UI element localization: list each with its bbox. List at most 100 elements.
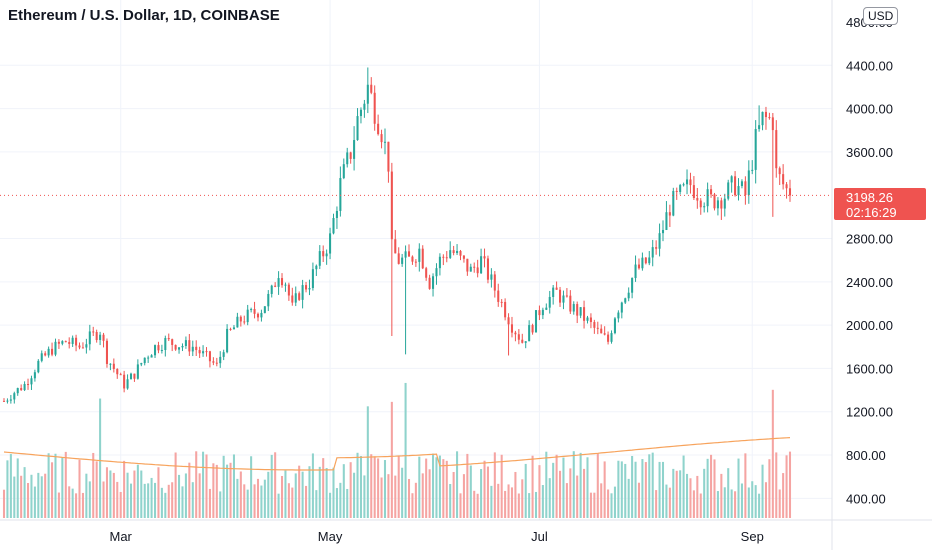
y-tick-label: 800.00 <box>846 448 886 463</box>
candle-body <box>445 257 448 259</box>
candle-body <box>243 321 246 323</box>
volume-bar <box>88 481 91 518</box>
volume-bar <box>411 493 414 518</box>
volume-bar <box>236 478 239 518</box>
volume-bar <box>363 475 366 518</box>
candle-body <box>679 185 682 192</box>
candle-body <box>191 346 194 352</box>
candle-body <box>788 188 792 196</box>
volume-bar <box>71 488 74 518</box>
candle-body <box>603 333 606 335</box>
candle-body <box>178 347 181 350</box>
candle-body <box>356 116 359 141</box>
volume-ma-line <box>3 437 791 471</box>
volume-bar <box>445 460 448 518</box>
volume-bar <box>699 493 702 518</box>
volume-bar <box>617 460 620 518</box>
volume-bar <box>610 493 613 518</box>
volume-bar <box>442 459 445 518</box>
volume-bar <box>37 472 40 518</box>
candle-body <box>219 356 222 364</box>
candle-body <box>37 360 40 373</box>
volume-bar <box>407 478 411 518</box>
volume-bar <box>462 474 465 518</box>
currency-button[interactable]: USD <box>863 7 899 25</box>
volume-bar <box>61 458 64 518</box>
candle-body <box>524 341 527 343</box>
volume-bar <box>624 463 627 518</box>
volume-bar <box>205 454 208 518</box>
volume-bar <box>260 485 263 518</box>
candle-body <box>425 268 428 278</box>
candle-body <box>579 307 582 316</box>
volume-bar <box>497 483 500 518</box>
candle-body <box>778 168 781 175</box>
volume-bar <box>140 470 143 518</box>
volume-bar <box>181 486 184 518</box>
volume-bar <box>428 469 431 518</box>
volume-bar <box>2 489 6 518</box>
candle-body <box>363 103 366 110</box>
volume-bar <box>559 470 562 518</box>
volume-bar <box>679 470 682 518</box>
candle-body <box>596 327 599 329</box>
volume-bar <box>68 486 71 518</box>
x-tick-label: Jul <box>531 529 548 544</box>
candle-body <box>703 206 706 208</box>
volume-bar <box>593 492 596 518</box>
candle-body <box>655 247 658 249</box>
candle-body <box>195 346 198 351</box>
candle-body <box>311 269 314 289</box>
y-tick-label: 3600.00 <box>846 145 893 160</box>
volume-bar <box>737 458 740 518</box>
candle-body <box>339 178 342 211</box>
candle-body <box>16 388 19 394</box>
candle-body <box>493 274 496 291</box>
candle-body <box>394 239 397 254</box>
candle-body <box>30 378 33 385</box>
candle-body <box>370 84 373 93</box>
volume-bar <box>486 466 489 518</box>
chart-title: Ethereum / U.S. Dollar, 1D, COINBASE <box>8 7 280 24</box>
candle-body <box>727 182 730 199</box>
candle-body <box>160 350 163 352</box>
candle-body <box>208 351 211 362</box>
candle-body <box>514 332 517 335</box>
volume-bar <box>40 476 43 518</box>
candle-body <box>353 140 356 159</box>
candle-body <box>572 304 575 312</box>
volume-bar <box>123 460 126 518</box>
volume-bar <box>23 467 26 518</box>
volume-bar <box>346 488 349 518</box>
candle-body <box>380 134 383 143</box>
candle-body <box>404 251 407 258</box>
volume-bar <box>294 473 297 518</box>
candle-body <box>545 307 548 310</box>
candle-body <box>51 348 54 355</box>
candle-body <box>99 334 102 341</box>
candle-body <box>589 317 592 323</box>
candle-body <box>109 363 112 365</box>
candle-body <box>318 251 321 266</box>
volume-bar <box>641 459 644 518</box>
y-tick-label: 2000.00 <box>846 318 893 333</box>
candle-body <box>562 295 565 303</box>
volume-bar <box>116 481 119 518</box>
volume-bar <box>81 492 84 518</box>
volume-bar <box>751 481 754 518</box>
candle-body <box>459 250 462 256</box>
volume-bar <box>171 482 174 518</box>
candle-body <box>497 290 500 302</box>
candle-body <box>538 310 541 316</box>
volume-bar <box>534 491 538 518</box>
volume-bar <box>668 487 671 518</box>
candle-body <box>507 317 510 325</box>
volume-bar <box>54 453 57 518</box>
volume-bar <box>202 451 205 518</box>
candle-body <box>617 312 620 319</box>
volume-bar <box>449 484 452 518</box>
candle-body <box>751 169 754 171</box>
volume-bar <box>696 475 699 518</box>
